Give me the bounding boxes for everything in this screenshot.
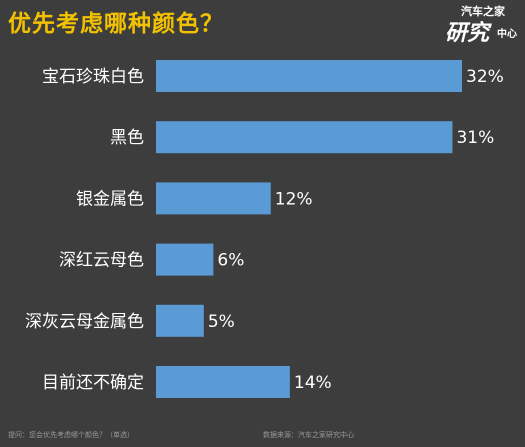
bar — [156, 60, 462, 92]
value-label: 6% — [217, 251, 244, 271]
chart-title: 优先考虑哪种颜色？ — [8, 11, 224, 37]
category-label: 深红云母色 — [59, 251, 144, 271]
bar-chart: 宝石珍珠白色 32% 黑色 31% 银金属色 12% 深红云母色 6% 深灰云母金属色 5% 目前还… — [25, 60, 504, 398]
footer-question: 提问：您会优先考虑哪个颜色？（单选） — [8, 431, 134, 439]
bar — [156, 182, 271, 215]
logo-line-2: 研究 — [445, 21, 490, 46]
category-label: 银金属色 — [76, 189, 144, 209]
bar — [156, 304, 204, 337]
bar — [156, 366, 290, 398]
value-label: 12% — [275, 189, 313, 209]
value-label: 5% — [208, 312, 235, 332]
category-label: 目前还不确定 — [42, 373, 144, 393]
category-label: 深灰云母金属色 — [25, 312, 144, 332]
footer-source: 数据来源：汽车之家研究中心 — [263, 431, 354, 439]
bar — [156, 121, 453, 154]
logo-line-1: 汽车之家 — [461, 5, 505, 18]
autohome-research-logo: 汽车之家 研究 中心 — [441, 3, 519, 46]
value-label: 32% — [466, 67, 504, 87]
value-label: 31% — [456, 128, 494, 148]
category-label: 黑色 — [110, 128, 144, 148]
footer: 提问：您会优先考虑哪个颜色？（单选） 数据来源：汽车之家研究中心 — [8, 430, 517, 444]
category-label: 宝石珍珠白色 — [42, 67, 144, 87]
logo-line-3: 中心 — [497, 29, 517, 40]
value-label: 14% — [294, 373, 332, 393]
bar — [156, 243, 214, 276]
